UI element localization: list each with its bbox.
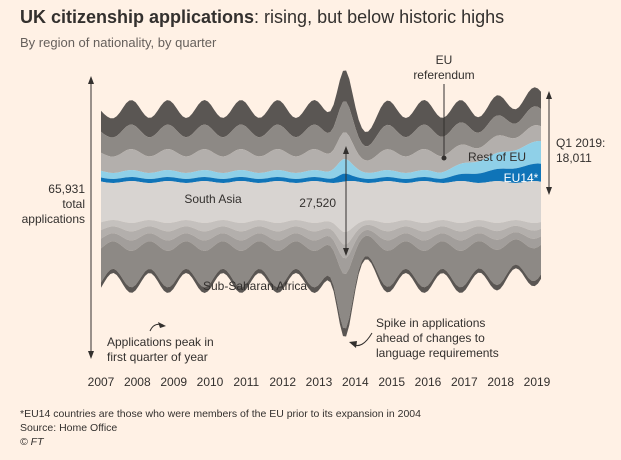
total-arrow (88, 76, 94, 359)
lower-band-1 (101, 220, 541, 245)
eu-referendum-pointer (441, 84, 447, 161)
x-tick-label: 2008 (124, 375, 151, 389)
sub-saharan-africa-band (101, 235, 541, 329)
spike-annotation-arrow (349, 332, 373, 348)
x-tick-label: 2014 (342, 375, 369, 389)
copyright-line: © FT (20, 436, 44, 448)
x-tick-label: 2016 (415, 375, 442, 389)
value-2014-label: 27,520 (299, 196, 336, 210)
series-label-eu14: EU14* (504, 171, 539, 185)
q1-2019-arrow (546, 91, 552, 195)
spike-annotation-line1: Spike in applications (376, 316, 485, 330)
source-line: Source: Home Office (20, 422, 118, 434)
top-band-dark (101, 70, 541, 147)
title-bold: UK citizenship applications (20, 7, 255, 27)
x-tick-label: 2011 (233, 375, 259, 389)
peak-annotation-arrow (149, 322, 166, 332)
spike-annotation-line3: language requirements (376, 346, 499, 360)
x-axis: 2007 2008 2009 2010 2011 2012 2013 2014 2015 2016… (88, 375, 551, 389)
x-tick-label: 2010 (197, 375, 224, 389)
eu14-band (101, 163, 541, 183)
top-band-light (101, 125, 541, 173)
title-rest: : rising, but below historic highs (254, 7, 505, 27)
spike-annotation-line2: ahead of changes to (376, 331, 485, 345)
total-label-line2: applications (22, 212, 85, 226)
x-tick-label: 2018 (487, 375, 514, 389)
q1-2019-value: 18,011 (556, 151, 592, 165)
peak-2014-arrow (343, 146, 349, 256)
x-tick-label: 2007 (88, 375, 115, 389)
q1-2019-label-line1: Q1 2019: (556, 136, 605, 150)
lower-band-3 (101, 229, 541, 274)
rest-of-eu-band (101, 141, 541, 179)
chart-subtitle: By region of nationality, by quarter (20, 35, 217, 50)
x-tick-label: 2017 (451, 375, 478, 389)
x-tick-label: 2012 (269, 375, 296, 389)
eu-referendum-line1: EU (436, 53, 453, 67)
footnote: *EU14 countries are those who were membe… (20, 408, 421, 420)
series-label-rest-of-eu: Rest of EU (468, 150, 526, 164)
lower-band-2 (101, 224, 541, 259)
series-label-south-asia: South Asia (184, 192, 242, 206)
series-label-sub-saharan-africa: Sub-Saharan Africa (203, 279, 307, 293)
chart-title: UK citizenship applications: rising, but… (20, 6, 504, 28)
x-tick-label: 2013 (306, 375, 333, 389)
stream-layers (101, 70, 541, 337)
total-value-label: 65,931 (48, 182, 85, 196)
eu-referendum-line2: referendum (413, 68, 474, 82)
x-tick-label: 2015 (378, 375, 405, 389)
peak-annotation-line2: first quarter of year (107, 350, 208, 364)
total-label-line1: total (62, 197, 85, 211)
south-asia-band (101, 181, 541, 233)
x-tick-label: 2009 (160, 375, 187, 389)
peak-annotation-line1: Applications peak in (107, 335, 214, 349)
top-band-mid (101, 101, 541, 161)
x-tick-label: 2019 (524, 375, 551, 389)
